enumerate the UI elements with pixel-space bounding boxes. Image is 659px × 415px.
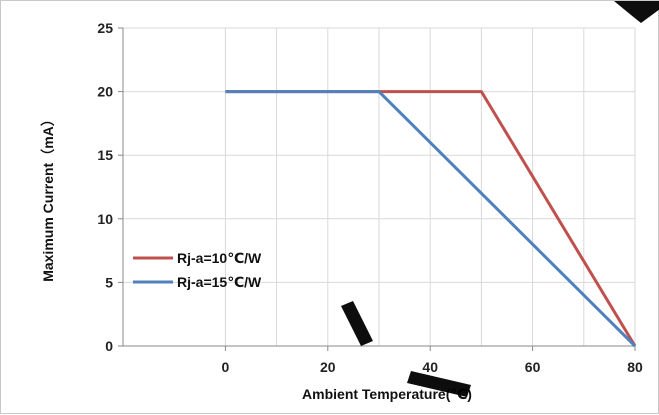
legend: Rj-a=10℃/W Rj-a=15℃/W <box>133 250 262 290</box>
x-tick-label: 60 <box>525 359 541 375</box>
watermark-corner <box>614 1 659 23</box>
watermark-mark <box>341 301 373 346</box>
grid-lines <box>123 27 636 346</box>
y-tick-label: 20 <box>97 84 113 100</box>
axes <box>118 27 636 351</box>
x-axis-title: Ambient Temperature(℃) <box>302 386 472 402</box>
y-tick-label: 15 <box>97 147 113 163</box>
y-tick-label: 0 <box>105 338 113 354</box>
series-line-1 <box>225 90 637 348</box>
tick-labels: 0 5 10 15 20 25 0 20 40 60 80 <box>97 20 643 375</box>
x-tick-label: 40 <box>422 359 438 375</box>
x-tick-label: 80 <box>627 359 643 375</box>
legend-label-15: Rj-a=15℃/W <box>177 274 262 290</box>
x-tick-label: 20 <box>320 359 336 375</box>
series-lines <box>225 90 637 348</box>
x-tick-label: 0 <box>222 359 230 375</box>
y-tick-label: 25 <box>97 20 113 36</box>
y-axis-title: Maximum Current（mA） <box>40 112 56 282</box>
watermark-marks <box>341 1 659 397</box>
watermark-mark <box>407 371 471 397</box>
legend-label-10: Rj-a=10℃/W <box>177 250 262 266</box>
y-tick-label: 5 <box>105 274 113 290</box>
y-tick-label: 10 <box>97 211 113 227</box>
